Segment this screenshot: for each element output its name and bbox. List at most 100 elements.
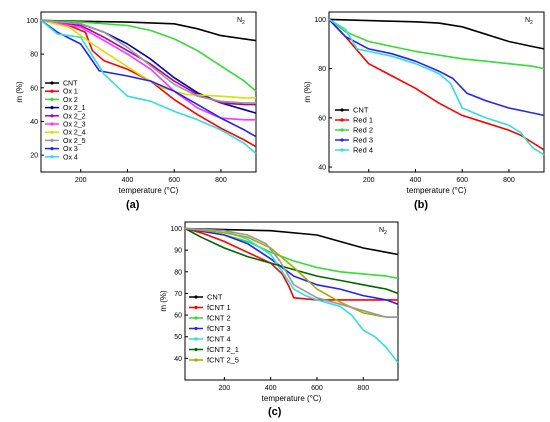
chart-a: 200 400 600 800 20 40 60 80 100 temperature (°C) m… bbox=[15, 11, 257, 195]
y-tick-label: 80 bbox=[318, 66, 326, 73]
series-line-5 bbox=[40, 19, 256, 106]
legend-marker-3 bbox=[194, 316, 198, 320]
y-axis-label: m (%) bbox=[303, 81, 312, 103]
y-tick-label: 40 bbox=[318, 165, 326, 172]
legend-label-3: fCNT 2 bbox=[207, 314, 231, 323]
y-tick-label: 80 bbox=[30, 52, 38, 59]
series-line-5 bbox=[328, 18, 545, 156]
y-tick-label: 50 bbox=[174, 334, 182, 341]
plot-frame bbox=[328, 11, 545, 173]
legend-label-6: Ox 2_3 bbox=[63, 122, 86, 129]
y-tick-label: 60 bbox=[318, 115, 326, 122]
legend-label-7: fCNT 2_5 bbox=[207, 356, 239, 365]
legend-label-1: CNT bbox=[353, 106, 369, 115]
legend-marker-5 bbox=[340, 148, 344, 152]
legend-label-9: Ox 3 bbox=[63, 146, 78, 153]
plot-frame bbox=[40, 11, 257, 173]
legend-marker-10 bbox=[50, 155, 54, 159]
legend-label-4: fCNT 3 bbox=[207, 324, 231, 333]
x-tick-label: 600 bbox=[311, 385, 323, 392]
plot-frame bbox=[184, 221, 399, 381]
legend-label-2: fCNT 1 bbox=[207, 303, 231, 312]
y-tick-label: 80 bbox=[174, 269, 182, 276]
x-tick-label: 400 bbox=[265, 385, 277, 392]
x-tick-label: 800 bbox=[503, 177, 515, 184]
legend-marker-1 bbox=[194, 295, 198, 299]
series-line-10 bbox=[40, 19, 257, 155]
legend-marker-5 bbox=[50, 114, 54, 118]
series-line-4 bbox=[184, 227, 399, 305]
legend-marker-2 bbox=[50, 89, 54, 93]
legend-label-1: CNT bbox=[207, 293, 223, 302]
x-tick-label: 400 bbox=[410, 177, 422, 184]
legend-marker-3 bbox=[50, 97, 54, 101]
legend-marker-3 bbox=[340, 128, 344, 132]
series-line-2 bbox=[184, 227, 398, 301]
series-line-6 bbox=[40, 19, 256, 121]
legend-label-3: Ox 2 bbox=[63, 97, 78, 104]
legend-marker-1 bbox=[50, 81, 54, 85]
legend-label-7: Ox 2_4 bbox=[63, 130, 86, 137]
y-tick-label: 40 bbox=[30, 119, 38, 126]
panel-label-b: (b) bbox=[414, 199, 429, 211]
legend-label-5: Red 4 bbox=[353, 146, 373, 155]
y-axis-label: m (%) bbox=[15, 81, 24, 103]
legend-marker-6 bbox=[50, 122, 54, 126]
panel-label-a: (a) bbox=[126, 199, 140, 211]
x-axis-label: temperature (°C) bbox=[407, 186, 467, 195]
series-line-1 bbox=[328, 18, 545, 50]
annotation-n2-sub: 2 bbox=[530, 20, 533, 26]
legend-label-8: Ox 2_5 bbox=[63, 138, 86, 145]
y-tick-label: 100 bbox=[314, 17, 326, 24]
legend-label-5: Ox 2_2 bbox=[63, 113, 86, 120]
x-tick-label: 200 bbox=[363, 177, 375, 184]
annotation-n2: N bbox=[525, 17, 530, 24]
series-line-3 bbox=[40, 19, 257, 92]
legend-marker-7 bbox=[50, 130, 54, 134]
series-line-7 bbox=[184, 227, 398, 318]
y-axis-label: m (%) bbox=[159, 290, 168, 312]
legend-label-6: fCNT 2_1 bbox=[207, 345, 239, 354]
y-tick-label: 40 bbox=[174, 356, 182, 363]
series-line-8 bbox=[40, 19, 256, 104]
y-tick-label: 60 bbox=[30, 85, 38, 92]
y-tick-label: 100 bbox=[26, 18, 38, 25]
legend-marker-8 bbox=[50, 138, 54, 142]
legend-marker-4 bbox=[194, 326, 198, 331]
series-line-1 bbox=[40, 19, 257, 42]
legend-marker-7 bbox=[194, 358, 198, 362]
annotation-n2: N bbox=[379, 227, 384, 234]
series-line-3 bbox=[184, 227, 399, 280]
annotation-n2-sub: 2 bbox=[384, 230, 387, 236]
legend-label-10: Ox 4 bbox=[63, 154, 78, 161]
series-line-4 bbox=[328, 18, 545, 117]
series-line-5 bbox=[184, 227, 399, 364]
x-tick-label: 400 bbox=[122, 177, 134, 184]
x-tick-label: 800 bbox=[215, 177, 227, 184]
annotation-n2-sub: 2 bbox=[242, 20, 245, 26]
legend-marker-2 bbox=[194, 305, 198, 310]
y-tick-label: 60 bbox=[174, 313, 182, 320]
annotation-n2: N bbox=[237, 17, 242, 24]
legend-label-2: Ox 1 bbox=[63, 89, 78, 96]
legend-marker-4 bbox=[340, 138, 344, 142]
legend-label-1: CNT bbox=[63, 81, 78, 88]
legend-marker-9 bbox=[50, 147, 54, 151]
series-line-6 bbox=[184, 227, 399, 295]
x-axis-label: temperature (°C) bbox=[262, 394, 322, 403]
legend-label-3: Red 2 bbox=[353, 126, 373, 135]
series-line-8 bbox=[184, 227, 398, 318]
y-tick-label: 70 bbox=[174, 291, 182, 298]
x-tick-label: 800 bbox=[357, 385, 369, 392]
series-line-3 bbox=[328, 18, 545, 70]
x-axis-label: temperature (°C) bbox=[119, 186, 179, 195]
legend-marker-4 bbox=[50, 106, 54, 110]
series-line-2 bbox=[40, 19, 257, 148]
x-tick-label: 600 bbox=[456, 177, 468, 184]
y-tick-label: 100 bbox=[170, 226, 182, 233]
series-line-1 bbox=[184, 227, 399, 256]
y-tick-label: 20 bbox=[30, 153, 38, 160]
y-tick-label: 90 bbox=[174, 248, 182, 255]
legend-label-5: fCNT 4 bbox=[207, 335, 231, 344]
legend-label-4: Ox 2_1 bbox=[63, 105, 86, 112]
